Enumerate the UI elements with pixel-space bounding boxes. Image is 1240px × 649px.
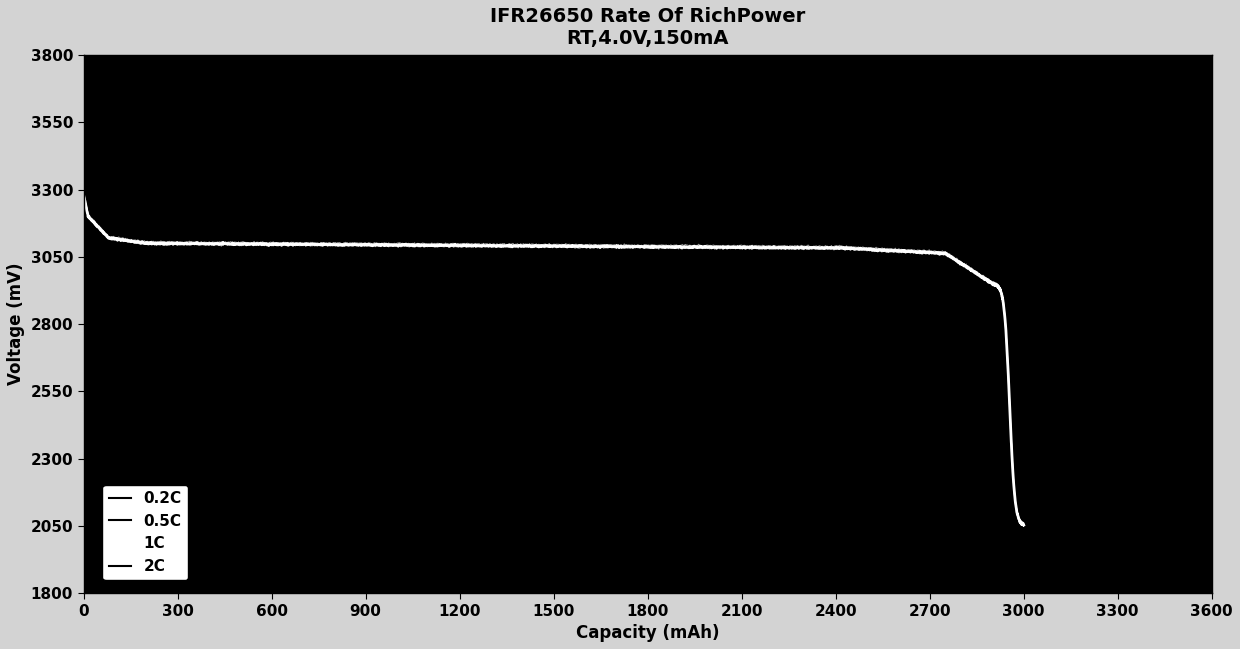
Legend: 0.2C, 0.5C, 1C, 2C: 0.2C, 0.5C, 1C, 2C <box>103 485 188 580</box>
Y-axis label: Voltage (mV): Voltage (mV) <box>7 263 25 386</box>
X-axis label: Capacity (mAh): Capacity (mAh) <box>575 624 719 642</box>
Title: IFR26650 Rate Of RichPower
RT,4.0V,150mA: IFR26650 Rate Of RichPower RT,4.0V,150mA <box>490 7 805 48</box>
